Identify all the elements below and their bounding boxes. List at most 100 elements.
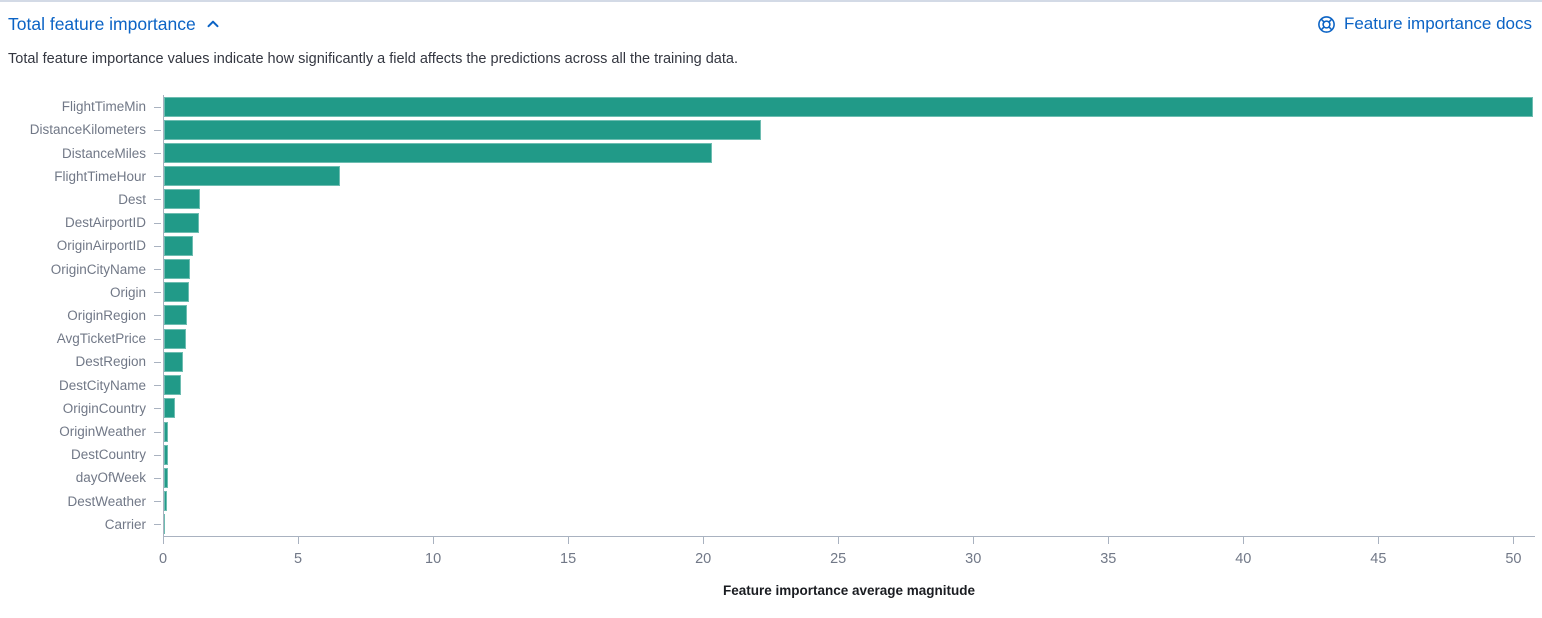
y-tick — [154, 176, 161, 178]
y-axis-row: OriginRegion — [0, 304, 163, 327]
y-tick — [154, 292, 161, 294]
y-axis-label-OriginCityName: OriginCityName — [50, 261, 146, 277]
bar-row — [164, 397, 1535, 420]
bar-Origin[interactable] — [164, 282, 190, 303]
bar-row — [164, 513, 1535, 536]
x-tick — [1242, 536, 1244, 544]
x-tick-label-0: 0 — [158, 550, 168, 567]
x-tick-label-25: 25 — [830, 550, 847, 567]
x-tick — [1377, 536, 1379, 544]
bar-OriginWeather[interactable] — [164, 421, 169, 442]
total-feature-importance-accordion-toggle[interactable]: Total feature importance — [8, 12, 221, 37]
x-tick-label-45: 45 — [1370, 550, 1387, 567]
section-header: Total feature importance Feature importa… — [0, 2, 1542, 37]
bar-AvgTicketPrice[interactable] — [164, 328, 187, 349]
x-tick-label-5: 5 — [293, 550, 303, 567]
y-axis-label-OriginAirportID: OriginAirportID — [56, 238, 146, 254]
x-tick — [432, 536, 434, 544]
x-tick — [567, 536, 569, 544]
bar-OriginRegion[interactable] — [164, 305, 188, 326]
y-axis-label-OriginWeather: OriginWeather — [59, 424, 146, 439]
bar-row — [164, 490, 1535, 513]
x-axis-title: Feature importance average magnitude — [722, 582, 976, 598]
bar-row — [164, 374, 1535, 397]
bar-FlightTimeMin[interactable] — [164, 96, 1534, 117]
section-description: Total feature importance values indicate… — [8, 50, 738, 67]
feature-importance-docs-link[interactable]: Feature importance docs — [1317, 14, 1532, 34]
y-axis-row: dayOfWeek — [0, 466, 163, 489]
x-tick-label-40: 40 — [1235, 550, 1252, 567]
bar-DestCountry[interactable] — [164, 444, 169, 465]
bar-Dest[interactable] — [164, 189, 201, 210]
x-tick — [837, 536, 839, 544]
bar-DestWeather[interactable] — [164, 491, 168, 512]
x-tick — [163, 536, 164, 544]
x-tick — [1512, 536, 1514, 544]
bar-DestRegion[interactable] — [164, 351, 184, 372]
bar-row — [164, 211, 1535, 234]
y-tick — [154, 524, 161, 526]
feature-importance-chart: FlightTimeMin DistanceKilometers DistanceM… — [0, 95, 1542, 598]
y-tick — [154, 361, 161, 363]
y-tick — [154, 153, 161, 155]
bar-row — [164, 165, 1535, 188]
x-tick-label-10: 10 — [425, 550, 442, 567]
bar-Carrier[interactable] — [164, 514, 166, 535]
bar-row — [164, 95, 1535, 118]
y-tick — [154, 501, 161, 503]
x-tick — [297, 536, 299, 544]
bar-DestCityName[interactable] — [164, 375, 181, 396]
y-axis-label-DestAirportID: DestAirportID — [64, 215, 146, 231]
y-tick — [154, 408, 161, 410]
y-axis-row: FlightTimeMin — [0, 95, 163, 118]
y-axis-label-DestCountry: DestCountry — [70, 447, 146, 463]
bar-row — [164, 443, 1535, 466]
chevron-up-icon — [205, 16, 221, 32]
x-tick — [972, 536, 974, 544]
x-axis: 0 5 10 15 20 25 30 35 40 45 50 — [159, 536, 1535, 580]
bar-FlightTimeHour[interactable] — [164, 166, 340, 187]
y-axis-label-dayOfWeek: dayOfWeek — [75, 470, 146, 486]
bar-OriginAirportID[interactable] — [164, 235, 193, 256]
y-tick — [154, 269, 161, 271]
y-tick — [154, 477, 161, 479]
y-tick — [154, 245, 161, 247]
y-tick — [154, 338, 161, 340]
y-axis-label-Carrier: Carrier — [104, 516, 146, 532]
bar-row — [164, 118, 1535, 141]
bar-OriginCountry[interactable] — [164, 398, 175, 419]
y-axis-label-FlightTimeHour: FlightTimeHour — [54, 168, 146, 184]
y-axis-row: OriginWeather — [0, 420, 163, 443]
y-axis-row: OriginAirportID — [0, 234, 163, 257]
y-tick — [154, 106, 161, 108]
bar-row — [164, 188, 1535, 211]
bar-DistanceKilometers[interactable] — [164, 119, 761, 140]
x-tick-label-30: 30 — [965, 550, 982, 567]
x-tick-label-35: 35 — [1100, 550, 1117, 567]
y-axis-label-OriginRegion: OriginRegion — [67, 307, 146, 323]
y-tick — [154, 315, 161, 317]
bar-row — [164, 420, 1535, 443]
bar-row — [164, 257, 1535, 280]
y-axis-row: Carrier — [0, 513, 163, 536]
y-axis-row: AvgTicketPrice — [0, 327, 163, 350]
bar-DestAirportID[interactable] — [164, 212, 199, 233]
y-tick — [154, 199, 161, 201]
y-axis-row: DestRegion — [0, 350, 163, 373]
bar-dayOfWeek[interactable] — [164, 467, 168, 488]
x-tick-label-15: 15 — [560, 550, 577, 567]
y-axis-label-DistanceKilometers: DistanceKilometers — [29, 122, 146, 138]
bar-row — [164, 141, 1535, 164]
y-axis-label-DestRegion: DestRegion — [75, 354, 146, 370]
y-axis-row: DistanceKilometers — [0, 118, 163, 141]
y-axis-row: DestCountry — [0, 443, 163, 466]
y-tick — [154, 454, 161, 456]
y-axis-label-DistanceMiles: DistanceMiles — [61, 145, 146, 161]
bar-OriginCityName[interactable] — [164, 259, 191, 280]
bar-row — [164, 304, 1535, 327]
bar-row — [164, 350, 1535, 373]
y-axis-row: Dest — [0, 188, 163, 211]
y-axis-row: Origin — [0, 281, 163, 304]
y-axis-row: OriginCountry — [0, 397, 163, 420]
bar-DistanceMiles[interactable] — [164, 143, 713, 164]
